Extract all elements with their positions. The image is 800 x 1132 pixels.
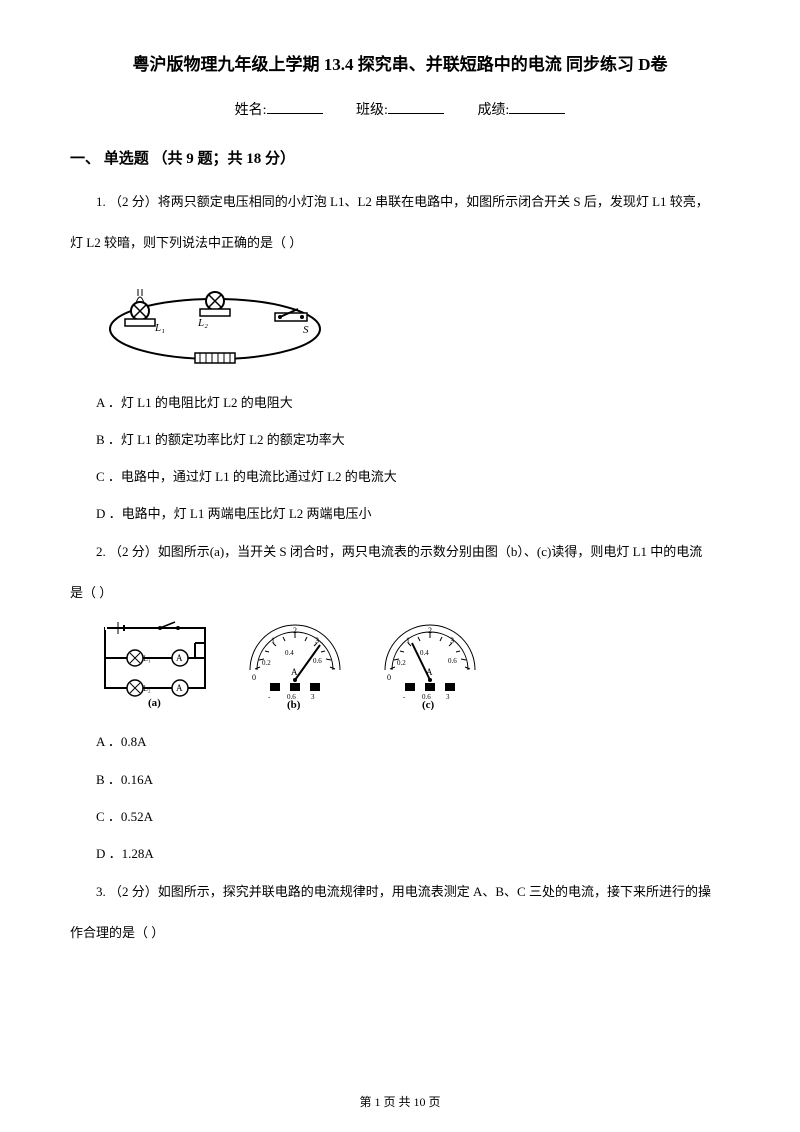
q3-stem-2: 作合理的是（ ） (70, 919, 730, 946)
svg-text:0.2: 0.2 (262, 659, 271, 667)
q3-stem-1: 3. （2 分）如图所示，探究并联电路的电流规律时，用电流表测定 A、B、C 三… (70, 878, 730, 905)
svg-text:3: 3 (311, 693, 315, 701)
class-blank (388, 113, 444, 114)
svg-text:-: - (268, 693, 271, 701)
student-info-line: 姓名: 班级: 成绩: (70, 99, 730, 119)
svg-text:0: 0 (252, 673, 256, 682)
q2-optC: C ．0.52A (70, 803, 730, 830)
svg-text:3: 3 (315, 636, 319, 645)
name-label: 姓名: (235, 103, 267, 118)
svg-text:L₂: L₂ (197, 317, 208, 329)
svg-text:1: 1 (406, 636, 410, 645)
svg-text:-: - (403, 693, 406, 701)
svg-text:A: A (176, 683, 183, 693)
svg-text:(a): (a) (148, 697, 161, 709)
svg-text:A: A (176, 653, 183, 663)
svg-text:3: 3 (446, 693, 450, 701)
svg-text:0.4: 0.4 (420, 649, 429, 657)
svg-text:3: 3 (450, 636, 454, 645)
svg-text:L₂: L₂ (143, 684, 151, 693)
name-blank (267, 113, 323, 114)
svg-text:2: 2 (428, 626, 432, 635)
svg-text:0.2: 0.2 (397, 659, 406, 667)
q2-optB: B ．0.16A (70, 766, 730, 793)
svg-text:1: 1 (271, 636, 275, 645)
class-label: 班级: (356, 103, 388, 118)
svg-text:2: 2 (293, 626, 297, 635)
svg-text:A: A (426, 667, 433, 677)
svg-text:L₁: L₁ (143, 654, 151, 663)
q2-stem-1: 2. （2 分）如图所示(a)，当开关 S 闭合时，两只电流表的示数分别由图（b… (70, 538, 730, 565)
page-footer: 第 1 页 共 10 页 (0, 1093, 800, 1110)
q1-stem-1: 1. （2 分）将两只额定电压相同的小灯泡 L1、L2 串联在电路中，如图所示闭… (70, 188, 730, 215)
q1-optD: D ．电路中，灯 L1 两端电压比灯 L2 两端电压小 (70, 500, 730, 527)
svg-text:A: A (291, 667, 298, 677)
score-label: 成绩: (477, 103, 509, 118)
svg-text:(b): (b) (287, 699, 301, 710)
q1-figure: L₁ L₂ S (100, 271, 730, 371)
q1-optA: A ．灯 L1 的电阻比灯 L2 的电阻大 (70, 389, 730, 416)
q1-optB: B ．灯 L1 的额定功率比灯 L2 的额定功率大 (70, 426, 730, 453)
section-header: 一、 单选题 （共 9 题；共 18 分） (70, 147, 730, 168)
svg-text:L₁: L₁ (154, 322, 165, 334)
svg-text:0.4: 0.4 (285, 649, 294, 657)
svg-text:0.6: 0.6 (313, 657, 322, 665)
q2-optD: D ．1.28A (70, 840, 730, 867)
q2-optA: A ．0.8A (70, 728, 730, 755)
q1-optC: C ．电路中，通过灯 L1 的电流比通过灯 L2 的电流大 (70, 463, 730, 490)
q2-figure: L₁ A L₂ A (a) 0 1 2 (100, 620, 730, 710)
q1-stem-2: 灯 L2 较暗，则下列说法中正确的是（ ） (70, 229, 730, 256)
q2-stem-2: 是（ ） (70, 579, 730, 606)
svg-text:S: S (303, 324, 309, 336)
svg-text:0.6: 0.6 (448, 657, 457, 665)
svg-text:0: 0 (387, 673, 391, 682)
page-title: 粤沪版物理九年级上学期 13.4 探究串、并联短路中的电流 同步练习 D卷 (70, 50, 730, 75)
svg-text:(c): (c) (422, 699, 435, 710)
score-blank (509, 113, 565, 114)
